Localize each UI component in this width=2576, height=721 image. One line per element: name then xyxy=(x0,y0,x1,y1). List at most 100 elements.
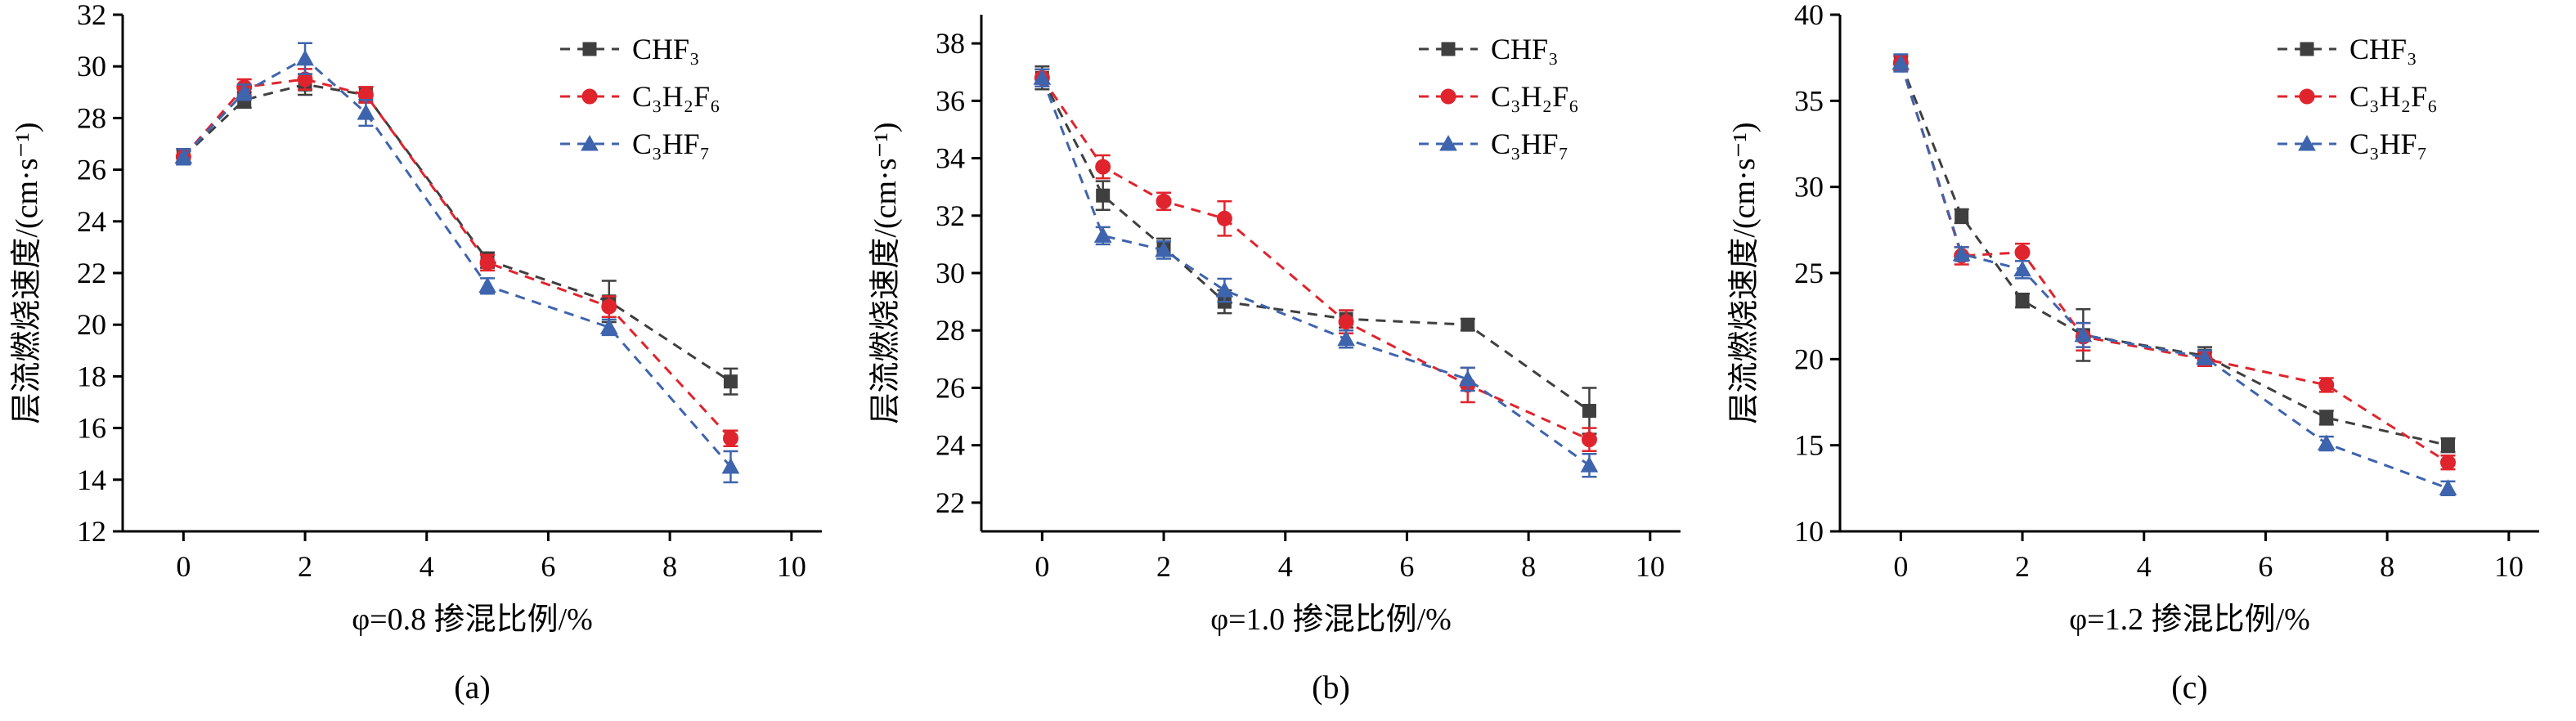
series-square xyxy=(1034,65,1597,435)
triangle-marker xyxy=(1033,69,1052,85)
legend-item: C₃HF₇ xyxy=(560,128,710,160)
y-tick-label: 22 xyxy=(936,486,965,519)
legend-marker xyxy=(582,42,597,56)
x-tick-label: 2 xyxy=(2015,550,2030,583)
y-tick-label: 32 xyxy=(77,0,106,31)
series-line xyxy=(1899,62,2449,464)
x-tick-label: 8 xyxy=(662,550,677,583)
legend: CHF₃ C₃H₂F₆ C₃HF₇ xyxy=(1419,33,1579,160)
x-axis-label: φ=1.0 掺混比例/% xyxy=(1210,602,1452,637)
legend-item: CHF₃ xyxy=(1419,33,1559,65)
square-marker xyxy=(2440,438,2455,453)
square-marker xyxy=(723,374,738,389)
x-tick-label: 10 xyxy=(777,550,806,583)
y-tick-label: 26 xyxy=(77,154,106,186)
square-marker xyxy=(2319,410,2334,425)
y-axis-label: 层流燃烧速度/(cm·s⁻¹) xyxy=(1727,122,1761,423)
circle-marker xyxy=(722,430,738,446)
legend-item: CHF₃ xyxy=(2278,33,2417,65)
y-tick-label: 38 xyxy=(936,27,965,60)
circle-marker xyxy=(601,298,617,315)
y-tick-label: 36 xyxy=(936,84,965,117)
y-tick-label: 15 xyxy=(1794,429,1824,462)
legend-marker xyxy=(581,88,598,105)
y-tick-label: 32 xyxy=(936,199,965,232)
legend-item: CHF₃ xyxy=(560,33,700,65)
y-tick-label: 25 xyxy=(1794,257,1824,289)
x-tick-label: 8 xyxy=(2380,550,2394,583)
triangle-marker xyxy=(1458,369,1477,387)
x-tick-label: 2 xyxy=(298,550,312,583)
legend-label: C₃HF₇ xyxy=(1491,128,1568,160)
triangle-marker xyxy=(1337,329,1355,347)
legend: CHF₃ C₃H₂F₆ C₃HF₇ xyxy=(560,33,720,160)
x-axis-label: φ=1.2 掺混比例/% xyxy=(2069,602,2310,637)
legend-label: C₃HF₇ xyxy=(2349,128,2427,160)
triangle-marker xyxy=(1093,226,1112,243)
chart-svg: 10 15 20 25 30 35 40 0 2 4 6 8 10 层流燃烧速度/(cm·s⁻¹) φ=1.… xyxy=(1727,0,2539,705)
y-tick-label: 20 xyxy=(77,308,106,341)
triangle-marker xyxy=(174,147,193,164)
circle-marker xyxy=(1216,210,1232,226)
triangle-marker xyxy=(1892,53,1910,70)
y-tick-label: 24 xyxy=(77,205,106,238)
x-tick-label: 6 xyxy=(1399,550,1414,583)
legend-marker xyxy=(581,134,599,151)
triangle-marker xyxy=(2196,348,2214,365)
series-circle xyxy=(175,68,738,447)
legend-label: CHF₃ xyxy=(632,33,700,65)
legend-label: C₃H₂F₆ xyxy=(632,80,720,113)
series-triangle xyxy=(174,42,740,484)
chart-panel-a: 12 14 16 18 20 22 24 26 28 30 32 0 2 4 6 8 10 层流燃烧速度/(cm·… xyxy=(0,0,859,721)
legend-label: CHF₃ xyxy=(1491,33,1559,65)
y-tick-label: 16 xyxy=(77,412,106,445)
y-tick-label: 40 xyxy=(1794,0,1824,31)
y-tick-label: 28 xyxy=(77,101,106,134)
x-tick-label: 8 xyxy=(1521,550,1536,583)
x-tick-label: 0 xyxy=(1893,550,1908,583)
triangle-marker xyxy=(1952,244,1971,262)
legend-marker xyxy=(2299,88,2315,105)
triangle-marker xyxy=(599,318,618,334)
triangle-marker xyxy=(2439,479,2457,495)
square-marker xyxy=(1461,317,1475,332)
legend-marker xyxy=(2298,134,2316,151)
x-tick-label: 10 xyxy=(2494,550,2524,583)
chart-caption: (c) xyxy=(2171,669,2207,705)
y-tick-label: 14 xyxy=(77,464,106,496)
y-tick-label: 12 xyxy=(77,515,106,548)
chart-panel-b: 22 24 26 28 30 32 34 36 38 0 2 4 6 8 10 层流燃烧速度/(cm·s⁻¹)… xyxy=(859,0,1717,721)
circle-marker xyxy=(1156,193,1172,209)
y-tick-label: 26 xyxy=(936,371,965,404)
triangle-marker xyxy=(2317,434,2336,451)
x-tick-label: 0 xyxy=(176,550,191,583)
y-tick-label: 28 xyxy=(936,314,965,347)
y-axis-label: 层流燃烧速度/(cm·s⁻¹) xyxy=(868,122,903,423)
series-circle xyxy=(1034,68,1597,452)
triangle-marker xyxy=(2013,260,2031,277)
legend-label: C₃H₂F₆ xyxy=(1491,80,1579,113)
triangle-marker xyxy=(478,276,496,293)
series-triangle xyxy=(1892,53,2457,497)
x-tick-label: 10 xyxy=(1636,550,1665,583)
circle-marker xyxy=(1338,314,1354,330)
series-triangle xyxy=(1033,68,1599,478)
x-axis-label: φ=0.8 掺混比例/% xyxy=(352,602,593,637)
legend: CHF₃ C₃H₂F₆ C₃HF₇ xyxy=(2278,33,2438,160)
square-marker xyxy=(1096,188,1111,203)
series-square xyxy=(1893,55,2456,454)
legend-item: C₃H₂F₆ xyxy=(560,80,720,113)
legend-item: C₃HF₇ xyxy=(2278,128,2427,160)
x-tick-label: 6 xyxy=(2258,550,2273,583)
triangle-marker xyxy=(296,49,314,66)
y-tick-label: 22 xyxy=(77,257,106,289)
y-tick-label: 18 xyxy=(77,360,106,392)
triangle-marker xyxy=(357,104,375,120)
triangle-marker xyxy=(235,83,254,100)
y-tick-label: 30 xyxy=(936,257,965,289)
series-square xyxy=(176,73,738,396)
legend-marker xyxy=(2300,42,2314,56)
triangle-marker xyxy=(2074,325,2093,343)
y-tick-label: 10 xyxy=(1794,515,1824,548)
